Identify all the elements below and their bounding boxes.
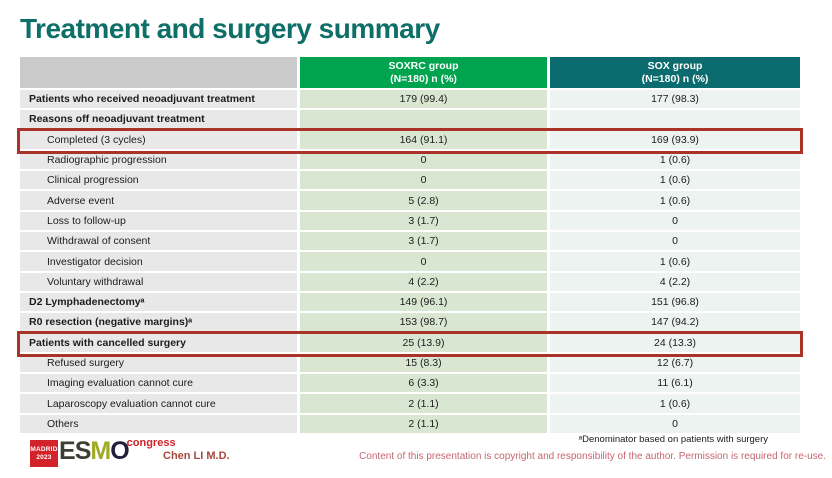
sox-value-cell: 4 (2.2)	[550, 272, 800, 293]
table-row: D2 Lymphadenectomyᵃ 149 (96.1) 151 (96.8…	[20, 292, 800, 314]
row-label: Others	[20, 414, 297, 436]
header-cell-soxrc: SOXRC group (N=180) n (%)	[300, 57, 547, 88]
sox-value-cell: 1 (0.6)	[550, 150, 800, 172]
esmo-congress-logo: MADRID 2023 ESMO congress	[30, 437, 176, 467]
sox-value-cell: 0	[550, 414, 800, 436]
soxrc-value-cell: 2 (1.1)	[300, 414, 547, 436]
sox-value-cell: 11 (6.1)	[550, 374, 800, 395]
table-row: Adverse event 5 (2.8) 1 (0.6)	[20, 191, 800, 212]
table-row: Laparoscopy evaluation cannot cure 2 (1.…	[20, 394, 800, 415]
soxrc-value-cell: 149 (96.1)	[300, 292, 547, 314]
row-label: Patients with cancelled surgery	[20, 333, 297, 354]
presenter-name: Chen LI M.D.	[163, 450, 230, 462]
soxrc-value-cell: 5 (2.8)	[300, 191, 547, 212]
sox-header-line2: (N=180) n (%)	[641, 72, 709, 85]
table-row: Patients who received neoadjuvant treatm…	[20, 90, 800, 111]
soxrc-value-cell: 3 (1.7)	[300, 211, 547, 233]
esmo-letter-m: M	[90, 437, 111, 465]
row-label: Loss to follow-up	[20, 211, 297, 233]
soxrc-value-cell: 2 (1.1)	[300, 394, 547, 415]
sox-value-cell: 151 (96.8)	[550, 292, 800, 314]
esmo-wordmark: ESMO	[59, 437, 130, 465]
soxrc-value-cell: 3 (1.7)	[300, 232, 547, 253]
soxrc-value-cell: 0	[300, 171, 547, 192]
soxrc-value-cell: 4 (2.2)	[300, 272, 547, 293]
table-row: Radiographic progression 0 1 (0.6)	[20, 150, 800, 172]
sox-value-cell: 1 (0.6)	[550, 252, 800, 273]
congress-label: congress	[126, 437, 176, 449]
row-label: Completed (3 cycles)	[20, 130, 297, 151]
row-label: Imaging evaluation cannot cure	[20, 374, 297, 395]
sox-value-cell: 1 (0.6)	[550, 191, 800, 212]
row-label: Radiographic progression	[20, 150, 297, 172]
sox-value-cell: 12 (6.7)	[550, 353, 800, 375]
esmo-letter-e: E	[59, 437, 76, 465]
sox-value-cell	[550, 110, 800, 131]
soxrc-value-cell: 25 (13.9)	[300, 333, 547, 354]
badge-city: MADRID	[30, 445, 58, 453]
soxrc-value-cell: 153 (98.7)	[300, 313, 547, 334]
table-row: Completed (3 cycles) 164 (91.1) 169 (93.…	[17, 127, 803, 154]
esmo-letter-o: O	[110, 437, 129, 465]
soxrc-value-cell: 164 (91.1)	[300, 130, 547, 151]
row-label: R0 resection (negative margins)ᵃ	[20, 313, 297, 334]
table-row: Others 2 (1.1) 0	[20, 414, 800, 436]
sox-value-cell: 0	[550, 211, 800, 233]
copyright-notice: Content of this presentation is copyrigh…	[359, 451, 826, 462]
row-label: Investigator decision	[20, 252, 297, 273]
row-label: Patients who received neoadjuvant treatm…	[20, 90, 297, 111]
table-header-row: SOXRC group (N=180) n (%) SOX group (N=1…	[20, 57, 800, 88]
soxrc-value-cell: 6 (3.3)	[300, 374, 547, 395]
row-label: Laparoscopy evaluation cannot cure	[20, 394, 297, 415]
table-row: Withdrawal of consent 3 (1.7) 0	[20, 232, 800, 253]
soxrc-header-line2: (N=180) n (%)	[390, 72, 457, 85]
sox-value-cell: 169 (93.9)	[550, 130, 800, 151]
row-label: Adverse event	[20, 191, 297, 212]
row-label: D2 Lymphadenectomyᵃ	[20, 292, 297, 314]
table-row: R0 resection (negative margins)ᵃ 153 (98…	[20, 313, 800, 334]
soxrc-value-cell: 0	[300, 252, 547, 273]
header-cell-empty	[20, 57, 297, 88]
slide-footer: MADRID 2023 ESMO congress Chen LI M.D. ᵃ…	[0, 430, 832, 478]
sox-value-cell: 1 (0.6)	[550, 171, 800, 192]
sox-value-cell: 147 (94.2)	[550, 313, 800, 334]
table-row: Investigator decision 0 1 (0.6)	[20, 252, 800, 273]
madrid-2023-badge: MADRID 2023	[30, 440, 58, 467]
page-title: Treatment and surgery summary	[20, 13, 440, 44]
table-row: Loss to follow-up 3 (1.7) 0	[20, 211, 800, 233]
sox-value-cell: 24 (13.3)	[550, 333, 800, 354]
header-cell-sox: SOX group (N=180) n (%)	[550, 57, 800, 88]
sox-value-cell: 177 (98.3)	[550, 90, 800, 111]
row-label: Reasons off neoadjuvant treatment	[20, 110, 297, 131]
row-label: Withdrawal of consent	[20, 232, 297, 253]
row-label: Clinical progression	[20, 171, 297, 192]
sox-value-cell: 0	[550, 232, 800, 253]
table-row: Clinical progression 0 1 (0.6)	[20, 171, 800, 192]
table-row: Refused surgery 15 (8.3) 12 (6.7)	[20, 353, 800, 375]
table-row: Reasons off neoadjuvant treatment	[20, 110, 800, 131]
soxrc-header-line1: SOXRC group	[388, 59, 459, 72]
table-row: Patients with cancelled surgery 25 (13.9…	[17, 330, 803, 357]
soxrc-value-cell	[300, 110, 547, 131]
soxrc-value-cell: 0	[300, 150, 547, 172]
badge-year: 2023	[36, 453, 52, 461]
table-row: Imaging evaluation cannot cure 6 (3.3) 1…	[20, 374, 800, 395]
esmo-letter-s: S	[74, 437, 92, 465]
sox-header-line1: SOX group	[647, 59, 703, 72]
table-footnote: ᵃDenominator based on patients with surg…	[578, 434, 768, 445]
table-body: Patients who received neoadjuvant treatm…	[17, 90, 803, 436]
table-row: Voluntary withdrawal 4 (2.2) 4 (2.2)	[20, 272, 800, 293]
soxrc-value-cell: 179 (99.4)	[300, 90, 547, 111]
summary-table: SOXRC group (N=180) n (%) SOX group (N=1…	[17, 57, 803, 436]
soxrc-value-cell: 15 (8.3)	[300, 353, 547, 375]
row-label: Refused surgery	[20, 353, 297, 375]
row-label: Voluntary withdrawal	[20, 272, 297, 293]
sox-value-cell: 1 (0.6)	[550, 394, 800, 415]
